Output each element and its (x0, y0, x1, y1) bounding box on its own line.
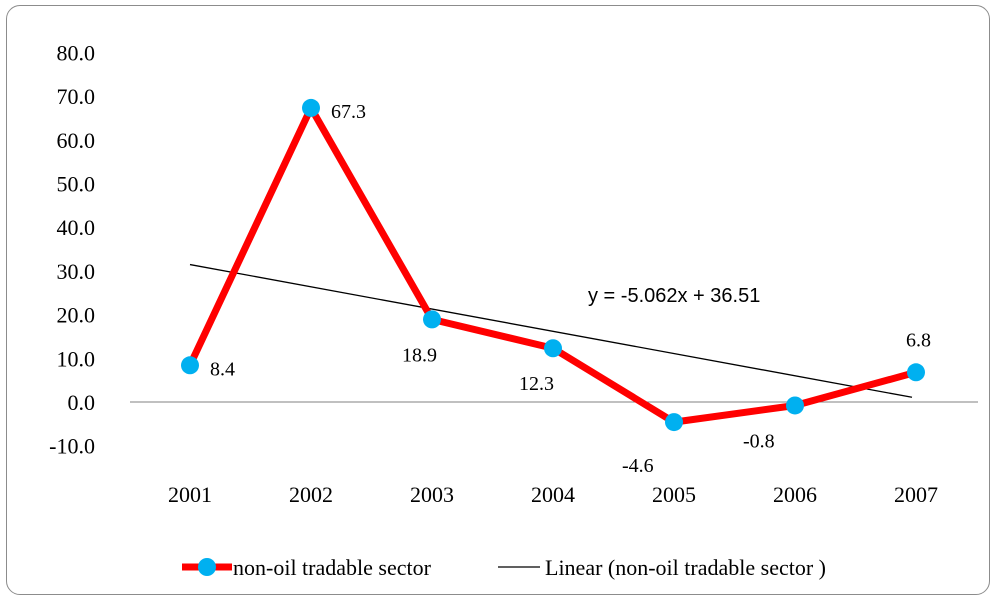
data-point-marker (181, 356, 199, 375)
chart-frame (6, 5, 990, 595)
data-label: 67.3 (331, 101, 366, 123)
x-tick-label: 2002 (289, 482, 333, 507)
legend-trendline-label: Linear (non-oil tradable sector ) (545, 555, 826, 580)
y-tick-label: 60.0 (57, 128, 96, 153)
data-label: 8.4 (210, 358, 235, 380)
y-tick-label: 80.0 (57, 40, 96, 65)
y-tick-label: 0.0 (68, 390, 96, 415)
y-tick-label: 10.0 (57, 346, 96, 371)
x-tick-label: 2003 (410, 482, 454, 507)
x-tick-label: 2001 (168, 482, 212, 507)
data-point-marker (544, 339, 562, 358)
trendline-equation: y = -5.062x + 36.51 (588, 285, 760, 307)
data-label: 18.9 (402, 344, 437, 366)
y-tick-label: 20.0 (57, 303, 96, 328)
legend-series-swatch-marker (198, 558, 216, 576)
data-label: -4.6 (622, 455, 654, 477)
data-label: 12.3 (519, 373, 554, 395)
data-point-marker (302, 98, 320, 117)
x-tick-label: 2007 (894, 482, 938, 507)
data-point-marker (786, 396, 804, 415)
y-tick-label: 30.0 (57, 259, 96, 284)
trendline (189, 263, 913, 398)
y-axis-labels: 80.0 70.0 60.0 50.0 40.0 30.0 20.0 10.0 0.0 -10.0 (49, 40, 95, 458)
data-point-marker (665, 413, 683, 432)
x-tick-label: 2005 (652, 482, 696, 507)
data-label: -0.8 (743, 430, 775, 452)
x-tick-label: 2004 (531, 482, 575, 507)
y-tick-label: 70.0 (57, 84, 96, 109)
y-tick-label: -10.0 (49, 434, 95, 459)
y-tick-label: 50.0 (57, 172, 96, 197)
x-tick-label: 2006 (773, 482, 817, 507)
legend-series-label: non-oil tradable sector (233, 555, 432, 580)
data-point-marker (423, 310, 441, 329)
data-labels: 8.4 67.3 18.9 12.3 -4.6 -0.8 6.8 (210, 101, 931, 477)
data-point-marker (907, 363, 925, 382)
y-tick-label: 40.0 (57, 215, 96, 240)
legend: non-oil tradable sector Linear (non-oil … (182, 555, 826, 580)
data-label: 6.8 (906, 329, 931, 351)
x-axis-labels: 2001 2002 2003 2004 2005 2006 2007 (168, 482, 938, 507)
series-markers (181, 98, 925, 432)
